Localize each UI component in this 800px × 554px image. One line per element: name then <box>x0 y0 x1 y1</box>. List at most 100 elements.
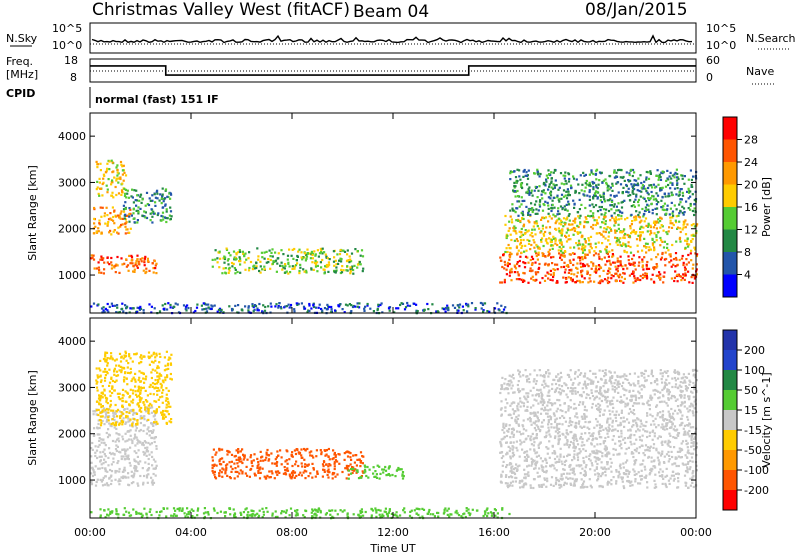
range-cell <box>672 214 675 217</box>
range-cell <box>523 250 526 253</box>
range-cell <box>360 508 363 511</box>
range-cell <box>223 255 226 258</box>
range-cell <box>128 220 131 223</box>
range-cell <box>91 474 95 478</box>
velocity-marks <box>90 350 699 520</box>
range-cell <box>127 511 131 514</box>
range-cell <box>671 212 674 215</box>
range-cell <box>579 256 582 259</box>
range-cell <box>263 265 266 268</box>
range-cell <box>536 245 539 248</box>
range-cell <box>543 279 547 282</box>
range-cell <box>588 181 591 184</box>
range-cell <box>140 260 143 263</box>
range-cell <box>633 275 636 278</box>
range-cell <box>635 179 638 182</box>
range-cell <box>110 387 114 390</box>
range-cell <box>631 191 634 194</box>
range-cell <box>522 224 525 228</box>
range-cell <box>668 390 671 394</box>
range-cell <box>215 464 218 467</box>
range-cell <box>139 258 142 261</box>
range-cell <box>144 211 147 214</box>
range-cell <box>588 277 591 280</box>
range-cell <box>552 275 555 279</box>
range-cell <box>633 434 636 437</box>
range-cell <box>652 198 655 201</box>
range-cell <box>672 263 675 266</box>
range-cell <box>275 270 278 273</box>
range-cell <box>597 183 600 186</box>
range-cell <box>518 259 521 263</box>
range-cell <box>106 302 109 306</box>
range-cell <box>96 381 99 384</box>
range-cell <box>105 206 108 209</box>
range-cell <box>573 206 576 209</box>
range-cell <box>627 259 630 262</box>
range-cell <box>629 225 632 228</box>
range-cell <box>269 476 272 479</box>
range-cell <box>596 210 600 213</box>
range-cell <box>310 307 313 310</box>
range-cell <box>106 223 109 226</box>
range-cell <box>125 421 128 424</box>
range-cell <box>650 258 653 261</box>
range-cell <box>152 467 155 470</box>
range-cell <box>131 410 134 413</box>
range-cell <box>218 472 221 475</box>
range-cell <box>126 189 129 192</box>
range-cell <box>139 195 142 198</box>
range-cell <box>582 265 585 268</box>
range-cell <box>312 268 315 271</box>
range-cell <box>128 514 131 517</box>
range-cell <box>522 223 526 226</box>
range-cell <box>252 265 255 268</box>
range-cell <box>105 431 108 435</box>
range-cell <box>107 178 110 181</box>
range-cell <box>645 208 648 211</box>
range-cell <box>647 449 650 452</box>
range-cell <box>225 466 228 469</box>
range-cell <box>385 512 389 516</box>
range-cell <box>631 230 634 233</box>
range-cell <box>317 255 320 258</box>
range-cell <box>132 398 135 401</box>
range-cell <box>590 214 593 218</box>
range-cell <box>678 220 681 223</box>
range-cell <box>623 373 626 376</box>
range-cell <box>640 474 643 477</box>
range-cell <box>606 189 609 192</box>
range-cell <box>102 407 106 410</box>
range-cell <box>116 438 119 441</box>
range-cell <box>103 423 106 426</box>
range-cell <box>139 441 142 444</box>
range-cell <box>538 203 541 206</box>
range-cell <box>627 187 630 190</box>
range-cell <box>622 243 625 246</box>
range-cell <box>126 430 129 433</box>
range-cell <box>166 362 170 365</box>
range-cell <box>170 418 173 421</box>
range-cell <box>108 422 111 425</box>
range-cell <box>638 429 641 432</box>
range-cell <box>136 482 139 485</box>
range-cell <box>536 388 539 391</box>
range-cell <box>358 260 361 264</box>
range-cell <box>517 249 520 252</box>
range-cell <box>647 224 650 227</box>
range-cell <box>305 470 308 473</box>
range-cell <box>117 460 120 463</box>
range-cell <box>164 302 167 306</box>
range-cell <box>132 376 135 379</box>
range-cell <box>499 281 502 284</box>
range-cell <box>579 174 582 177</box>
range-cell <box>646 446 650 449</box>
range-cell <box>110 355 113 358</box>
range-cell <box>211 464 214 467</box>
range-cell <box>248 514 251 517</box>
range-cell <box>621 265 624 268</box>
range-cell <box>575 464 578 467</box>
range-cell <box>292 257 295 260</box>
range-cell <box>561 415 564 418</box>
range-cell <box>533 221 536 224</box>
